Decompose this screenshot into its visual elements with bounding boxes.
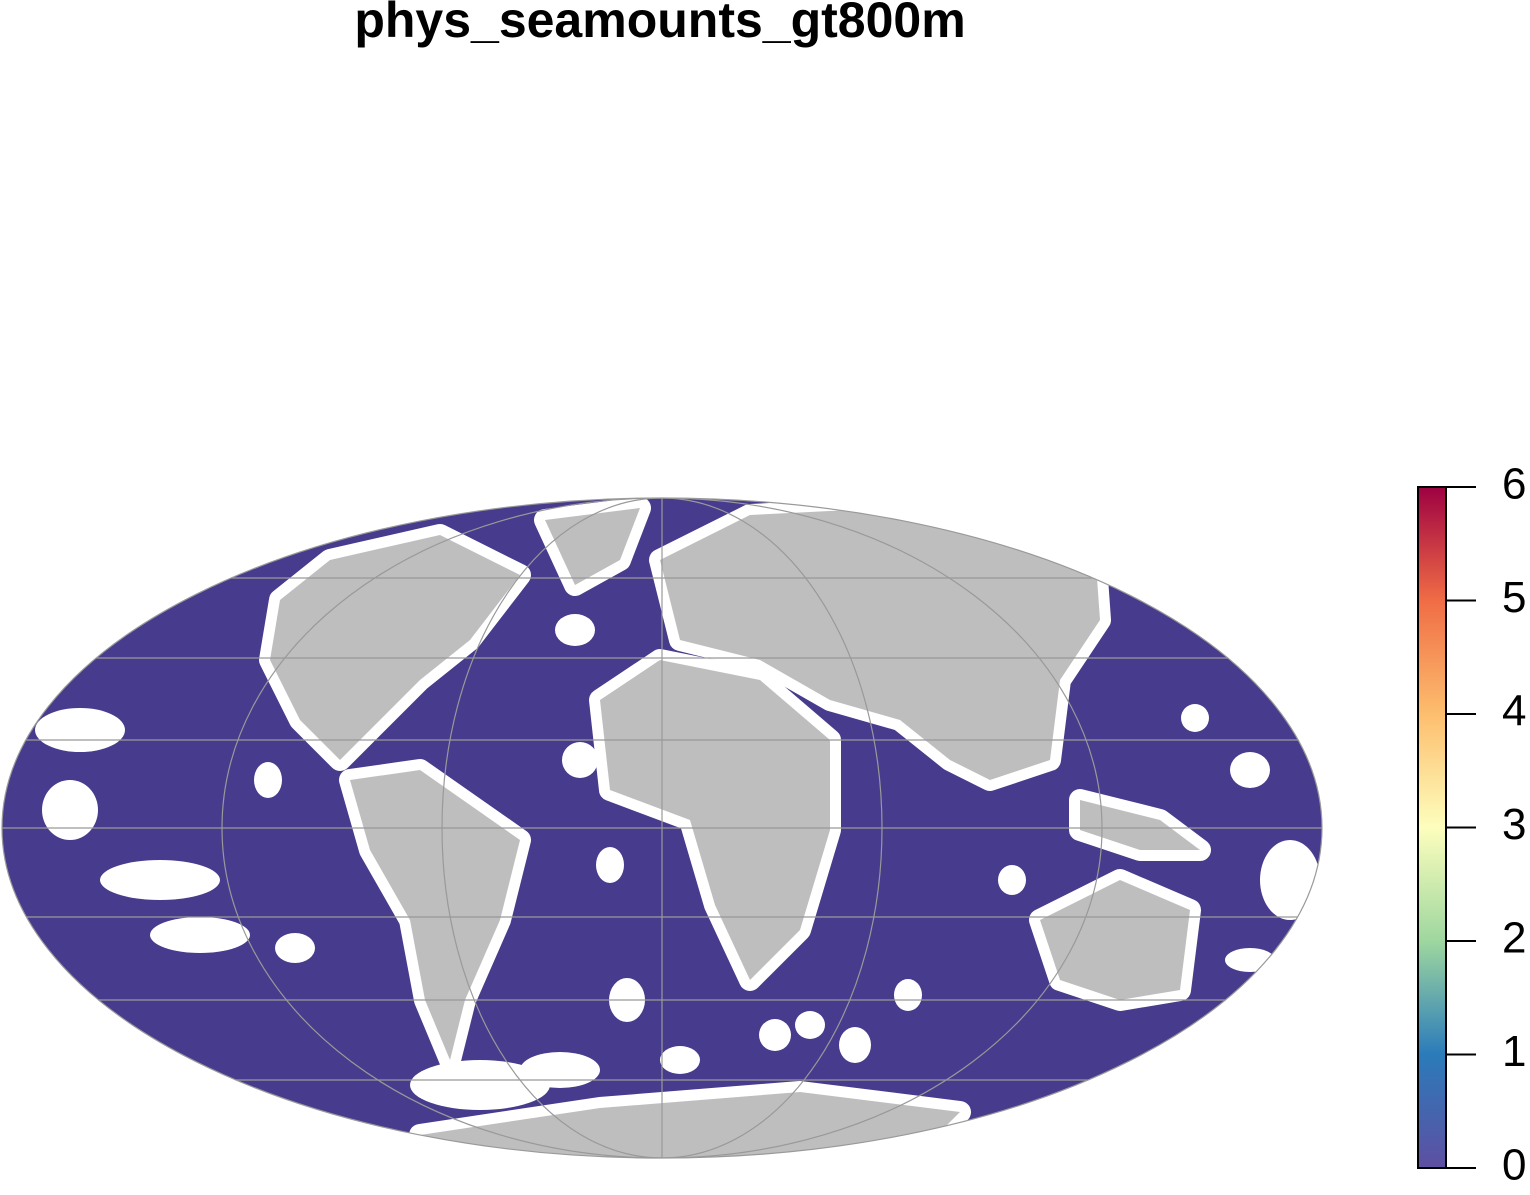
colorbar-tick-label: 2: [1502, 914, 1526, 963]
map-title: phys_seamounts_gt800m: [354, 0, 965, 48]
colorbar-ticks: 0 1 2 3 4 5 6: [1446, 460, 1526, 1190]
colorbar-tick-label: 4: [1502, 687, 1526, 736]
globe-outline: [1, 497, 1323, 1159]
colorbar-tick-label: 6: [1502, 460, 1526, 509]
colorbar-tick-label: 5: [1502, 573, 1526, 622]
colorbar: [1417, 486, 1447, 1169]
colorbar-tick-label: 0: [1502, 1141, 1526, 1190]
colorbar-tick-label: 1: [1502, 1027, 1526, 1076]
colorbar-tick-label: 3: [1502, 800, 1526, 849]
map-area: [2, 498, 1322, 1158]
